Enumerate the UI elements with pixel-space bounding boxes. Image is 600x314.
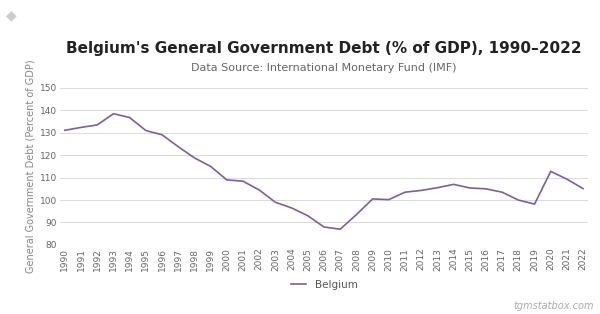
Text: ◆: ◆ [6, 9, 17, 23]
Text: tgmstatbox.com: tgmstatbox.com [514, 301, 594, 311]
Text: Data Source: International Monetary Fund (IMF): Data Source: International Monetary Fund… [191, 62, 457, 73]
Text: STAT: STAT [27, 9, 65, 23]
Y-axis label: General Government Debt (Percent of GDP): General Government Debt (Percent of GDP) [26, 60, 36, 273]
Legend: Belgium: Belgium [290, 280, 358, 290]
Text: Belgium's General Government Debt (% of GDP), 1990–2022: Belgium's General Government Debt (% of … [66, 41, 582, 56]
Text: BOX: BOX [59, 9, 88, 23]
